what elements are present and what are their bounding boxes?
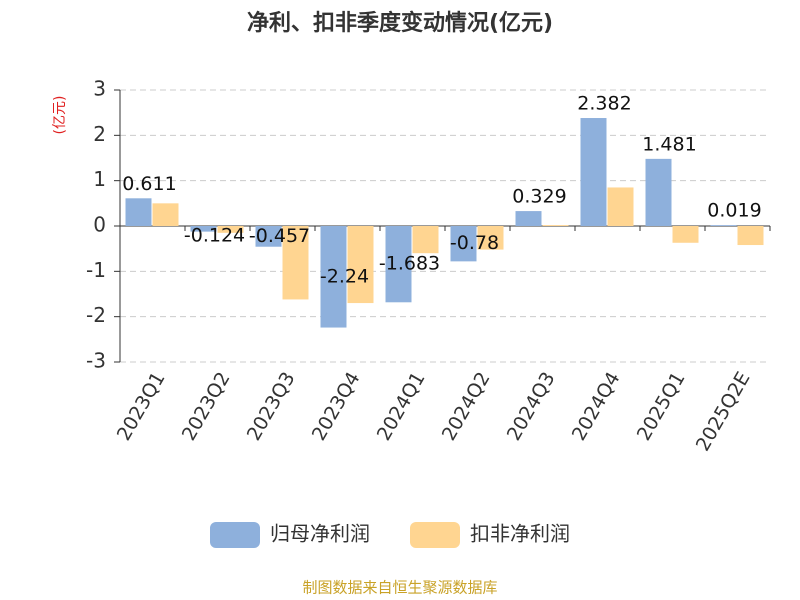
bar [347,226,374,304]
x-tick-label: 2023Q4 [308,368,365,444]
bar [542,225,569,226]
y-tick-label: -3 [86,349,106,373]
data-label: -2.24 [320,265,369,287]
bar [217,226,244,233]
x-tick-label: 2024Q1 [373,368,430,444]
bar [320,226,347,328]
bar [672,226,699,243]
y-tick-label: 0 [93,213,106,237]
bar [580,118,607,226]
y-tick-label: -2 [86,303,106,327]
data-label: -1.683 [379,253,440,275]
legend-swatch [410,522,460,548]
data-label: 0.329 [512,186,566,208]
bar [477,226,504,250]
data-label: -0.124 [184,225,245,247]
x-tick-label: 2023Q1 [113,368,170,444]
data-label: 0.611 [122,173,176,195]
bar [515,211,542,226]
x-tick-label: 2024Q3 [503,368,560,444]
source-note: 制图数据来自恒生聚源数据库 [302,579,497,597]
bar [412,226,439,254]
bar [255,226,282,247]
y-tick-label: 3 [93,77,106,101]
data-label: 2.382 [577,93,631,115]
data-label: -0.78 [450,232,499,254]
bar [385,226,412,303]
legend-label: 归母净利润 [270,522,370,546]
bar [645,158,672,226]
bar [190,226,217,232]
y-tick-label: -1 [86,258,106,282]
data-label: 0.019 [707,200,761,222]
data-label: -0.457 [249,225,310,247]
bar [737,226,764,246]
y-axis-label: (亿元) [52,96,68,135]
x-tick-label: 2023Q2 [178,368,235,444]
x-tick-label: 2024Q4 [568,368,625,444]
data-label: 1.481 [642,133,696,155]
legend-label: 扣非净利润 [470,522,570,546]
x-tick-label: 2023Q3 [243,368,300,444]
y-tick-label: 1 [93,167,106,191]
bar [125,198,152,226]
y-tick-label: 2 [93,122,106,146]
x-tick-label: 2025Q2E [692,368,755,455]
legend-swatch [210,522,260,548]
chart-title: 净利、扣非季度变动情况(亿元) [247,10,553,36]
bar [710,225,737,226]
bar [450,226,477,262]
x-tick-label: 2025Q1 [633,368,690,444]
x-tick-label: 2024Q2 [438,368,495,444]
bar [607,187,634,226]
bar [152,203,179,226]
bar [282,226,309,300]
